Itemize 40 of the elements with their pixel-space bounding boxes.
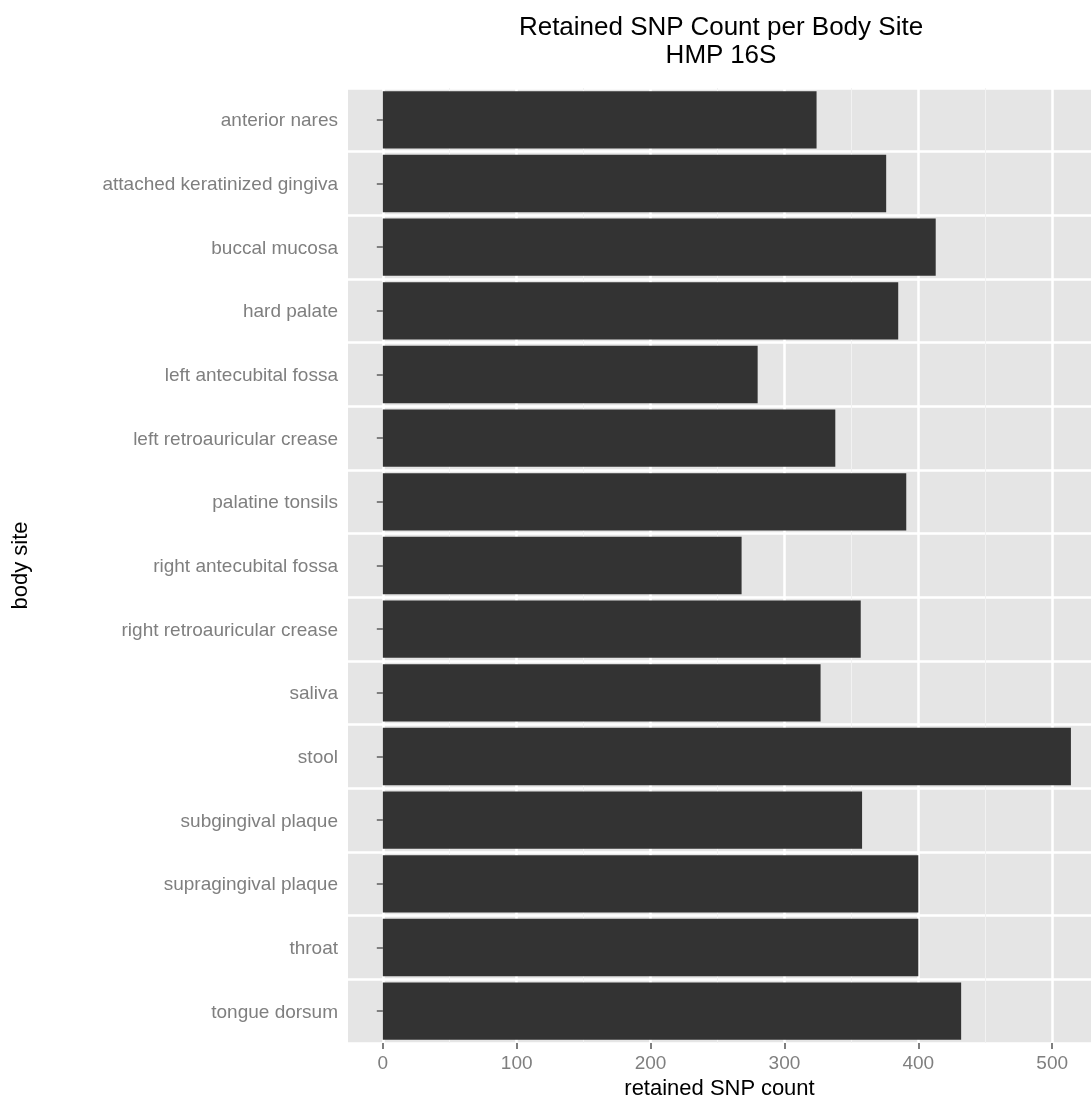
bar	[382, 600, 861, 658]
bar	[382, 282, 899, 340]
bar	[382, 727, 1071, 786]
bar	[382, 982, 962, 1040]
bar	[382, 536, 742, 595]
x-tick-label: 300	[768, 1052, 801, 1073]
bar	[382, 664, 821, 722]
y-tick-label: attached keratinized gingiva	[102, 173, 339, 194]
y-tick-label: right antecubital fossa	[153, 555, 339, 576]
y-tick-label: throat	[289, 937, 339, 958]
bar	[382, 345, 758, 404]
x-axis-title: retained SNP count	[624, 1075, 815, 1101]
y-tick-label: tongue dorsum	[211, 1000, 338, 1022]
bar	[382, 791, 863, 849]
y-tick-label: anterior nares	[220, 109, 338, 131]
y-tick-label: stool	[297, 746, 338, 767]
bar	[382, 409, 836, 467]
bar	[382, 918, 919, 977]
bar	[382, 154, 887, 213]
bar	[382, 473, 907, 531]
chart-subtitle: HMP 16S	[665, 39, 777, 69]
x-tick-label: 100	[500, 1052, 533, 1073]
bar	[382, 91, 817, 149]
bar	[382, 218, 936, 276]
y-tick-label: supragingival plaque	[163, 873, 338, 895]
y-tick-label: saliva	[289, 682, 339, 704]
y-tick-label: left retroauricular crease	[133, 427, 338, 449]
y-tick-label: subgingival plaque	[180, 809, 338, 831]
y-axis-title: body site	[6, 521, 32, 610]
x-tick-label: 500	[1036, 1052, 1069, 1073]
chart-title: Retained SNP Count per Body Site	[518, 11, 924, 41]
y-tick-label: right retroauricular crease	[121, 618, 338, 640]
x-tick-label: 0	[377, 1052, 389, 1073]
y-tick-label: left antecubital fossa	[164, 364, 339, 385]
y-tick-label: buccal mucosa	[211, 236, 339, 258]
x-tick-label: 400	[902, 1052, 935, 1073]
y-tick-label: hard palate	[242, 300, 338, 322]
y-tick-label: palatine tonsils	[212, 491, 338, 513]
bar	[382, 855, 919, 913]
x-tick-label: 200	[634, 1052, 667, 1073]
